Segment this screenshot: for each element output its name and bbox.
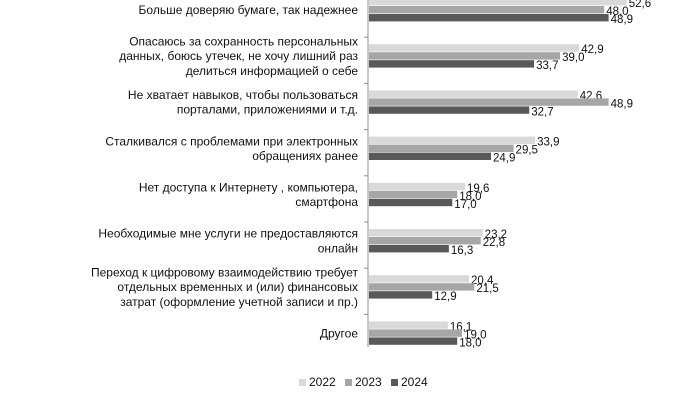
bar-value-label: 48,9 — [611, 14, 633, 26]
bar-2022 — [369, 90, 578, 98]
legend-swatch-2022 — [299, 379, 306, 386]
legend-label: 2022 — [309, 375, 336, 389]
bar-value-label: 18,0 — [459, 337, 481, 349]
bar-2022 — [369, 182, 466, 191]
bar-2024 — [369, 106, 530, 114]
legend-label: 2024 — [401, 375, 428, 389]
bar-value-label: 17,0 — [454, 199, 476, 211]
legend-swatch-2023 — [345, 379, 352, 386]
bar-2024 — [369, 14, 609, 22]
legend-swatch-2024 — [391, 379, 398, 386]
bar-2024 — [369, 60, 535, 68]
bar-value-label: 42,9 — [581, 44, 603, 56]
bar-value-label: 19,6 — [467, 183, 489, 195]
bar-2023 — [369, 98, 609, 106]
legend-label: 2023 — [355, 375, 382, 389]
bar-value-label: 18,0 — [459, 191, 481, 203]
bar-2023 — [369, 329, 463, 337]
bar-2024 — [369, 198, 453, 207]
category-label: смартфона — [295, 195, 358, 209]
bar-value-label: 29,5 — [516, 145, 538, 157]
bar-value-label: 21,5 — [476, 283, 498, 295]
bar-2024 — [369, 152, 492, 160]
bar-value-label: 24,9 — [493, 153, 515, 165]
bar-2022 — [369, 275, 469, 283]
category-label: обращениях ранее — [252, 149, 358, 163]
category-label: Не хватает навыков, чтобы пользоваться — [128, 88, 358, 102]
bar-2022 — [369, 44, 580, 52]
bar-2022 — [369, 0, 627, 6]
bar-2023 — [369, 6, 605, 14]
bar-2023 — [369, 52, 561, 60]
category-label: делиться информацией о себе — [186, 64, 359, 78]
bar-value-label: 48,0 — [606, 6, 628, 18]
category-label: Сталкивался с проблемами при электронных — [105, 134, 358, 148]
bar-2023 — [369, 190, 458, 199]
bar-2023 — [369, 237, 481, 245]
category-label: Нет доступа к Интернету , компьютера, — [139, 181, 358, 195]
bar-value-label: 52,6 — [629, 0, 651, 10]
category-label: затрат (оформление учетной записи и пр.) — [120, 295, 358, 309]
bar-2024 — [369, 291, 433, 299]
category-label: Переход к цифровому взаимодействию требу… — [91, 266, 359, 280]
bar-value-label: 23,2 — [485, 229, 507, 241]
bar-value-label: 22,8 — [483, 237, 505, 249]
category-label: данных, боюсь утечек, не хочу лишний раз — [119, 49, 358, 63]
bar-2022 — [369, 321, 448, 329]
bar-2022 — [369, 136, 536, 144]
bar-2024 — [369, 337, 458, 345]
category-label: Опасаюсь за сохранность персональных — [129, 35, 358, 49]
bar-value-label: 20,4 — [471, 275, 494, 287]
bar-2022 — [369, 229, 483, 237]
bar-value-label: 19,0 — [464, 329, 486, 341]
bar-value-label: 32,7 — [531, 106, 553, 118]
bar-2024 — [369, 245, 449, 253]
bar-value-label: 12,9 — [434, 291, 456, 303]
category-label: Другое — [320, 326, 358, 340]
category-label: онлайн — [318, 241, 358, 255]
category-label: Необходимые мне услуги не предоставляютс… — [98, 227, 358, 241]
category-label: порталами, приложениями и т.д. — [177, 103, 358, 117]
bar-value-label: 33,9 — [537, 137, 559, 149]
bar-value-label: 39,0 — [562, 52, 584, 64]
category-label: отдельных временных и (или) финансовых — [117, 280, 358, 294]
bar-2023 — [369, 283, 475, 291]
category-label: Больше доверяю бумаге, так надежнее — [139, 3, 359, 17]
bar-value-label: 33,7 — [536, 60, 558, 72]
bar-value-label: 48,9 — [611, 98, 633, 110]
bar-value-label: 16,3 — [451, 245, 473, 257]
bar-2023 — [369, 144, 514, 152]
